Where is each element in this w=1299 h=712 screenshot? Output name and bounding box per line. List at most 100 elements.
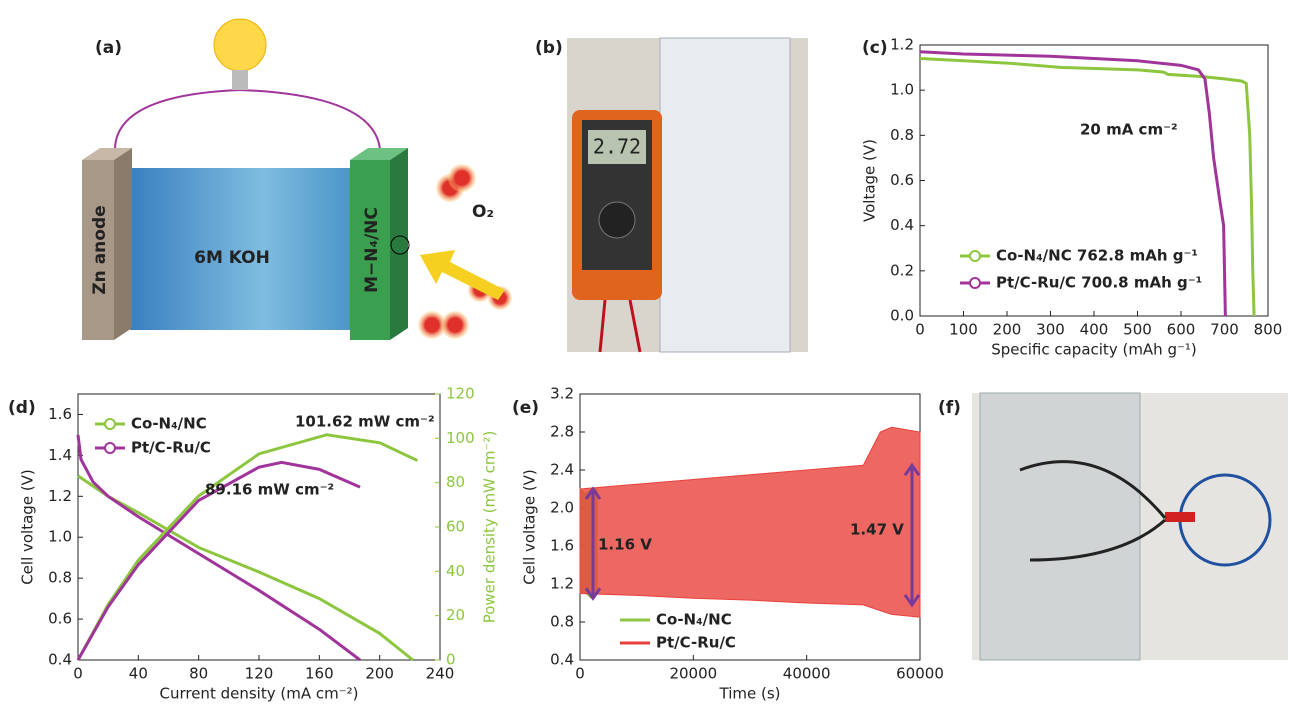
panel-label: (a) [95,38,122,58]
y-tick-label: 0.4 [48,651,72,669]
line [77,474,414,662]
annotation: 1.16 V [598,536,652,554]
x-tick-label: 0 [575,665,585,683]
site [390,235,410,255]
line [76,433,419,661]
y2-tick-label: 0 [446,651,456,669]
cell [659,37,791,353]
y-axis-title: Voltage (V) [861,139,879,222]
y-tick-label: 2.8 [550,423,574,441]
gas-label: O₂ [472,202,494,222]
electrolyte-label: 6M KOH [194,248,270,268]
cell [979,392,1141,661]
x-tick-label: 200 [993,321,1022,339]
electrolyte [130,168,352,330]
o2 [418,311,446,339]
legend-label: Co-N₄/NC 762.8 mAh g⁻¹ [996,247,1198,265]
y2-tick-label: 20 [446,606,465,624]
y-tick-label: 3.2 [550,385,574,403]
annotation: 20 mA cm⁻² [1080,121,1178,139]
y2-tick-label: 40 [446,562,465,580]
x-tick-label: 100 [949,321,978,339]
panel-label: (d) [8,398,36,418]
anode-side [114,148,132,340]
panel-label: (f) [938,398,961,418]
y-tick-label: 0.8 [48,569,72,587]
y-tick-label: 0.4 [550,651,574,669]
y-tick-label: 0.4 [890,216,914,234]
x-axis-title: Time (s) [719,685,781,703]
anode [82,160,114,340]
x-tick-label: 240 [426,665,455,683]
cathode-label: M−N₄/NC [362,207,382,293]
y-tick-label: 1.4 [48,446,72,464]
line [76,460,361,661]
legend-marker [104,442,116,454]
plot-frame [77,393,441,661]
annotation: 89.16 mW cm⁻² [205,481,334,499]
y-tick-label: 1.0 [48,528,72,546]
cathode-side [390,148,408,340]
x-tick-label: 200 [365,665,394,683]
x-tick-label: 500 [1123,321,1152,339]
dial [598,201,636,239]
x-tick-label: 0 [915,321,925,339]
y2-axis-title: Power density (mW cm⁻²) [481,431,499,624]
arrow-head [584,486,602,601]
x-tick-label: 20000 [669,665,717,683]
x-tick-label: 160 [305,665,334,683]
panel-label: (b) [535,38,563,58]
y-tick-label: 1.2 [48,487,72,505]
bulb [213,18,267,72]
x-tick-label: 400 [1080,321,1109,339]
legend-marker [969,250,981,262]
cathode-top [350,148,408,160]
x-tick-label: 300 [1036,321,1065,339]
y-tick-label: 0.6 [890,171,914,189]
y-tick-label: 1.2 [550,575,574,593]
panel-b: (b) 2.72 [535,37,808,353]
line [919,57,1256,317]
x-tick-label: 40000 [783,665,831,683]
x-tick-label: 60000 [896,665,944,683]
x-tick-label: 40 [129,665,148,683]
y2-tick-label: 80 [446,473,465,491]
annotation: 1.47 V [850,521,904,539]
y-tick-label: 1.6 [48,405,72,423]
display: 2.72 [593,135,641,159]
wires [1019,460,1167,562]
line [76,434,361,662]
screen [588,130,646,164]
x-axis-title: Specific capacity (mAh g⁻¹) [991,341,1197,359]
arrow [420,250,505,300]
y-tick-label: 1.6 [550,537,574,555]
y-axis-title: Cell voltage (V) [521,469,539,585]
y-tick-label: 2.0 [550,499,574,517]
y-axis-title: Cell voltage (V) [19,469,37,585]
y-tick-label: 0.0 [890,307,914,325]
panel-label: (c) [862,38,888,58]
panel-a: (a) Zn anode 6M KOH M−N₄/NC O₂ [82,18,512,340]
y-tick-label: 2.4 [550,461,574,479]
legend-marker [969,277,981,289]
line [919,50,1227,317]
band [579,426,921,618]
legend-label: Co-N₄/NC [131,415,207,433]
y-tick-label: 0.8 [890,126,914,144]
y2-tick-label: 100 [446,429,475,447]
y-tick-label: 1.2 [890,36,914,54]
panel-f: (f) [938,392,1288,661]
x-tick-label: 80 [189,665,208,683]
leads [598,299,642,353]
legend-label: Co-N₄/NC [656,611,732,629]
legend-marker [104,418,116,430]
x-tick-label: 0 [73,665,83,683]
x-axis-title: Current density (mA cm⁻²) [159,685,358,703]
legend-label: Pt/C-Ru/C [131,439,211,457]
arrow-head [903,462,921,608]
wire [114,88,381,151]
y-tick-label: 1.0 [890,81,914,99]
x-tick-label: 700 [1210,321,1239,339]
y2-tick-label: 60 [446,518,465,536]
y-tick-label: 0.6 [48,610,72,628]
